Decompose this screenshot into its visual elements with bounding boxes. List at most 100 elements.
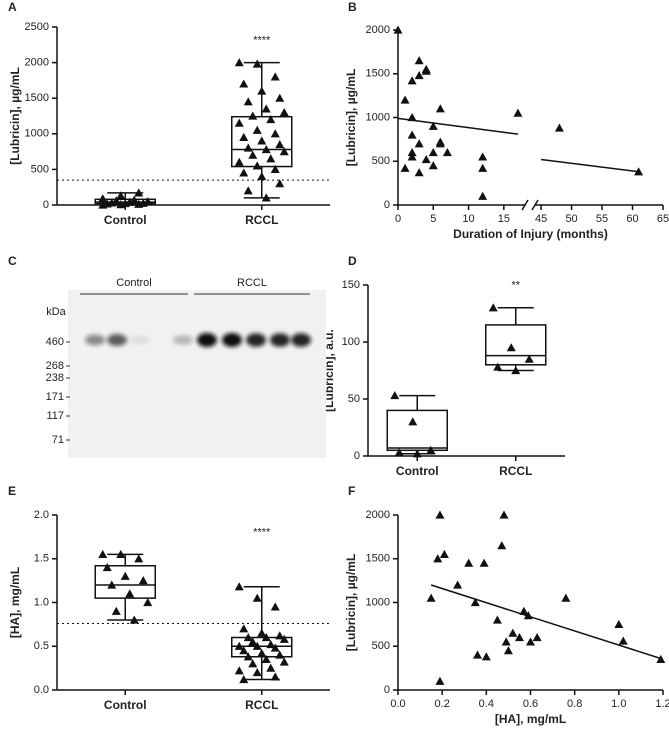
data-point <box>407 130 417 139</box>
data-point <box>261 144 271 154</box>
y-tick-label: 50 <box>348 393 360 405</box>
data-point <box>257 648 267 657</box>
data-point <box>252 161 262 170</box>
data-point <box>107 580 117 589</box>
blot-band <box>291 333 311 347</box>
y-tick-label: 1000 <box>366 596 390 608</box>
data-point <box>433 554 443 563</box>
data-point <box>514 633 524 642</box>
data-point <box>239 168 249 177</box>
data-point <box>257 172 267 181</box>
data-point <box>435 510 445 519</box>
data-point <box>478 191 488 200</box>
x-tick-label: 0.0 <box>390 698 405 710</box>
x-tick-label: 65 <box>657 213 669 225</box>
data-point <box>473 650 482 659</box>
significance-annotation: **** <box>253 526 271 538</box>
x-tick-label: 55 <box>596 213 608 225</box>
data-point <box>102 563 112 572</box>
data-point <box>234 118 244 127</box>
x-tick-label: RCCL <box>245 698 278 712</box>
data-point <box>125 197 135 206</box>
y-tick-label: 0 <box>43 199 49 211</box>
data-point <box>618 636 628 645</box>
data-point <box>442 148 452 157</box>
panel-letter: D <box>348 254 357 268</box>
data-point <box>524 354 534 363</box>
data-point <box>248 637 258 646</box>
marker-label: 171 <box>46 391 64 403</box>
data-point <box>243 97 253 106</box>
data-point <box>116 549 126 558</box>
data-point <box>243 633 253 642</box>
data-point <box>435 676 445 685</box>
data-point <box>252 641 262 650</box>
data-point <box>478 163 488 172</box>
box <box>485 324 547 366</box>
data-point <box>234 641 244 650</box>
data-point <box>243 186 253 195</box>
data-point <box>390 391 400 400</box>
marker-label: 117 <box>46 410 64 422</box>
data-point <box>275 93 285 102</box>
blot-band <box>130 335 150 345</box>
y-tick-label: 1000 <box>366 111 390 123</box>
x-tick-label: RCCL <box>245 213 278 227</box>
marker-label: 268 <box>46 360 64 372</box>
data-point <box>421 155 431 164</box>
data-point <box>252 59 262 68</box>
data-point <box>464 558 474 567</box>
data-point <box>275 179 285 188</box>
data-point <box>261 104 271 113</box>
data-point <box>243 652 253 661</box>
x-tick-label: RCCL <box>499 464 532 478</box>
y-axis-title: [HA], mg/mL <box>8 567 22 638</box>
data-point <box>394 448 404 457</box>
data-point <box>270 602 280 611</box>
data-point <box>239 79 249 88</box>
data-point <box>523 611 533 620</box>
data-point <box>279 107 289 117</box>
data-point <box>414 168 424 177</box>
x-tick-label: Control <box>104 698 147 712</box>
data-point <box>234 666 244 675</box>
axis-break <box>531 199 539 211</box>
data-point <box>239 646 249 655</box>
x-tick-label: 45 <box>535 213 547 225</box>
y-tick-label: 1500 <box>366 68 390 80</box>
data-point <box>134 554 144 563</box>
data-point <box>493 362 503 371</box>
data-point <box>234 157 244 166</box>
y-tick-label: 1.0 <box>34 596 49 608</box>
unit-label: kDa <box>46 306 66 318</box>
y-tick-label: 0 <box>354 450 360 462</box>
data-point <box>412 449 422 458</box>
box <box>386 409 448 452</box>
data-point <box>257 628 267 637</box>
data-point <box>257 136 267 145</box>
y-tick-label: 2000 <box>366 509 390 521</box>
data-point <box>143 196 153 206</box>
data-point <box>400 163 410 172</box>
data-point <box>470 598 480 607</box>
data-point <box>234 582 244 591</box>
y-tick-label: 2000 <box>366 24 390 36</box>
data-point <box>481 652 491 661</box>
y-tick-label: 1000 <box>25 128 49 140</box>
data-point <box>129 615 139 624</box>
data-point <box>453 580 463 589</box>
data-point <box>428 161 438 170</box>
data-point <box>270 643 280 652</box>
x-tick-label: 0.6 <box>523 698 538 710</box>
data-point <box>554 123 564 132</box>
data-point <box>421 64 431 73</box>
y-tick-label: 0 <box>384 199 390 211</box>
data-point <box>243 143 253 152</box>
trend-line <box>541 158 639 173</box>
box <box>231 115 293 168</box>
data-point <box>519 606 529 615</box>
data-point <box>428 148 438 157</box>
panel-letter: A <box>8 0 17 14</box>
panel-letter: B <box>348 0 357 14</box>
